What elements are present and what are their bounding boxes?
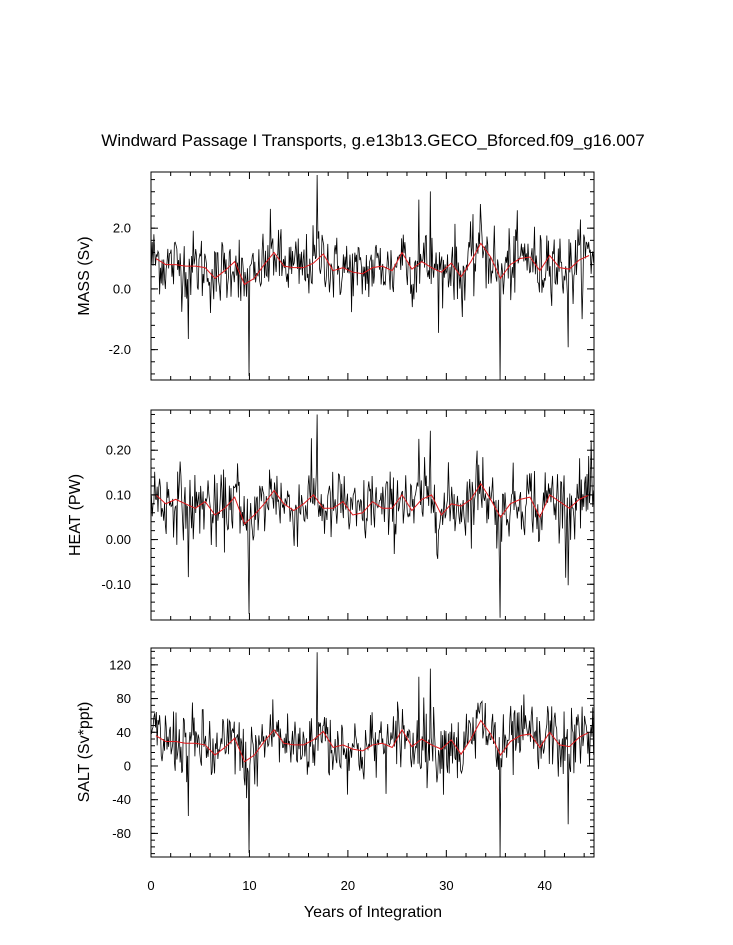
y-tick-label: 2.0 bbox=[113, 221, 131, 236]
y-tick-label: 0.20 bbox=[106, 443, 131, 458]
series-annual-mean bbox=[155, 482, 590, 525]
heat-series bbox=[151, 414, 594, 618]
series-annual-mean bbox=[155, 242, 590, 286]
series-monthly bbox=[151, 175, 594, 381]
salt-y-axis-label: SALT (Sv*ppt) bbox=[76, 702, 93, 803]
mass-plot-frame bbox=[150, 171, 595, 381]
heat-y-tick-labels: 0.20 0.10 0.00 -0.10 bbox=[101, 443, 131, 592]
series-monthly bbox=[151, 652, 594, 858]
y-tick-label: 40 bbox=[117, 725, 131, 740]
series-monthly bbox=[151, 414, 594, 618]
chart-title: Windward Passage I Transports, g.e13b13.… bbox=[101, 131, 644, 150]
heat-y-axis-label: HEAT (PW) bbox=[67, 474, 84, 556]
x-tick-labels: 0 10 20 30 40 bbox=[147, 878, 552, 893]
y-tick-label: -2.0 bbox=[109, 342, 131, 357]
heat-plot-frame bbox=[150, 409, 595, 621]
y-tick-label: 0.0 bbox=[113, 281, 131, 296]
salt-ticks bbox=[150, 648, 594, 857]
mass-series bbox=[151, 175, 594, 381]
panel-salt: 120 80 40 0 -40 -80 SALT (Sv*ppt) bbox=[76, 647, 595, 858]
y-tick-label: 80 bbox=[117, 691, 131, 706]
panel-mass: 2.0 0.0 -2.0 MASS (Sv) bbox=[76, 171, 595, 381]
y-tick-label: 0 bbox=[124, 758, 131, 773]
salt-series bbox=[151, 652, 594, 858]
mass-y-tick-labels: 2.0 0.0 -2.0 bbox=[109, 221, 131, 357]
y-tick-label: -0.10 bbox=[101, 577, 131, 592]
x-tick-label: 20 bbox=[341, 878, 355, 893]
y-tick-label: 0.10 bbox=[106, 487, 131, 502]
y-tick-label: -40 bbox=[112, 792, 131, 807]
x-tick-label: 0 bbox=[147, 878, 154, 893]
x-tick-label: 40 bbox=[538, 878, 552, 893]
y-tick-label: 0.00 bbox=[106, 532, 131, 547]
x-tick-label: 10 bbox=[242, 878, 256, 893]
mass-y-axis-label: MASS (Sv) bbox=[76, 236, 93, 315]
mass-ticks bbox=[150, 172, 594, 380]
panel-heat: 0.20 0.10 0.00 -0.10 HEAT (PW) bbox=[67, 409, 595, 621]
series-annual-mean bbox=[155, 719, 590, 763]
y-tick-label: 120 bbox=[109, 657, 131, 672]
x-axis-label: Years of Integration bbox=[304, 904, 442, 921]
salt-y-tick-labels: 120 80 40 0 -40 -80 bbox=[109, 657, 131, 841]
x-tick-label: 30 bbox=[439, 878, 453, 893]
heat-ticks bbox=[150, 410, 594, 621]
y-tick-label: -80 bbox=[112, 826, 131, 841]
